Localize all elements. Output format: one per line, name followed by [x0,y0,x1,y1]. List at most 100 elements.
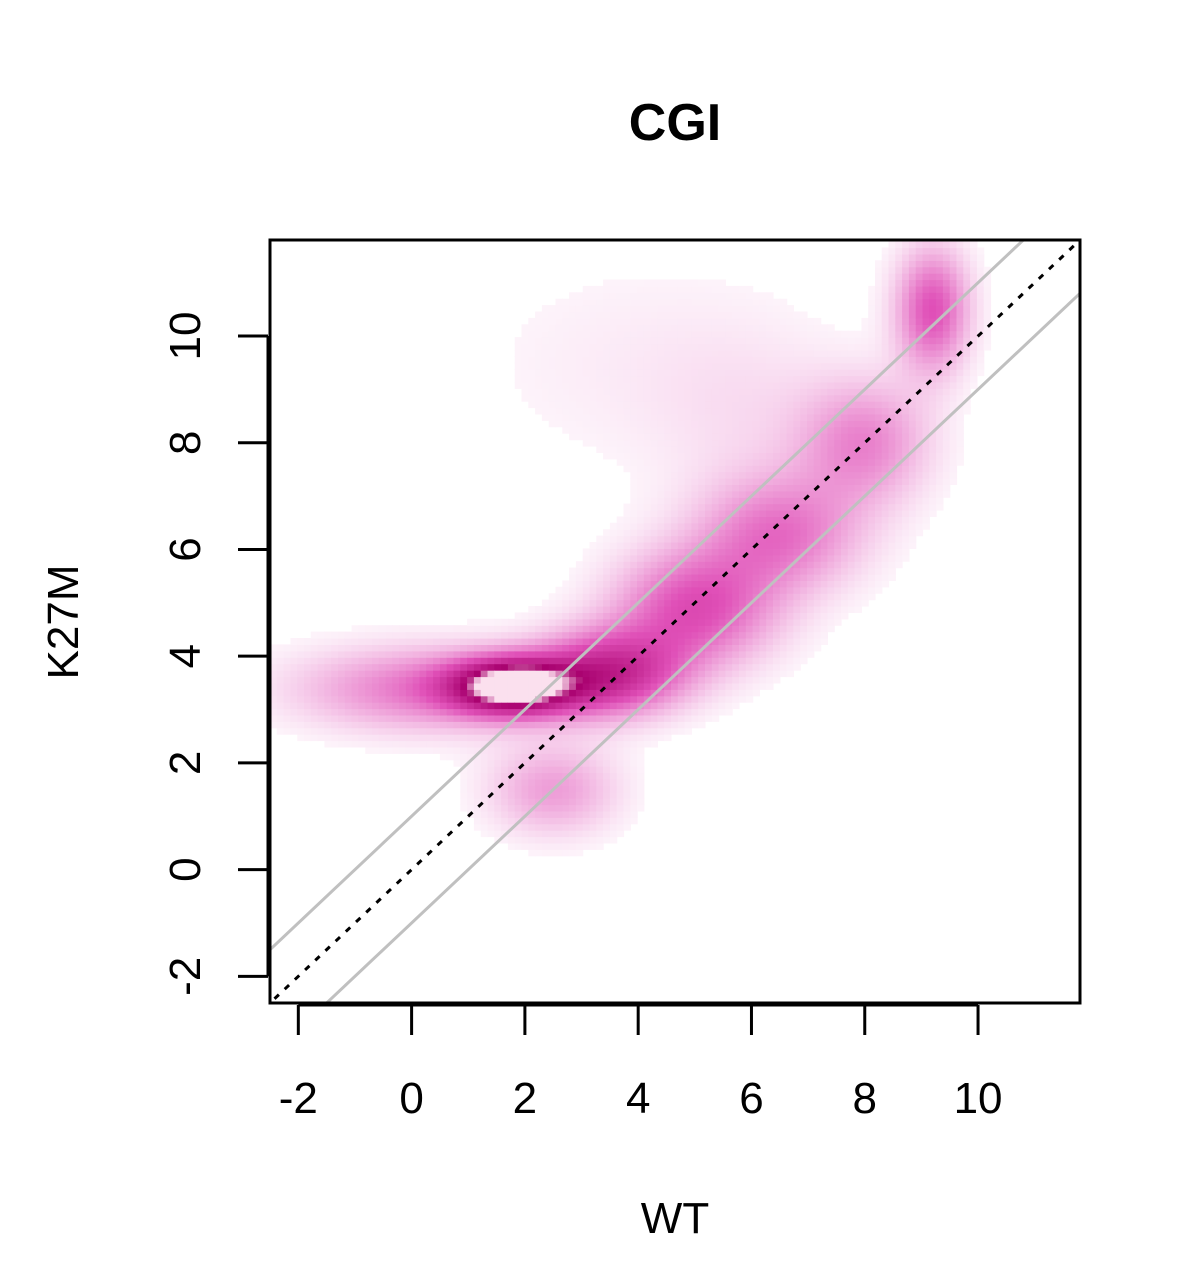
density-cell [562,580,570,588]
density-cell [657,292,665,300]
density-cell [569,362,577,370]
density-cell [766,317,774,325]
density-cell [630,446,638,453]
density-cell [589,349,597,357]
density-cell [609,746,618,754]
density-cell [514,356,523,364]
density-cell [569,810,577,818]
density-cell [732,407,740,415]
density-cell [881,446,890,453]
density-cell [338,702,346,710]
density-cell [562,625,570,633]
density-cell [691,298,699,306]
density-cell [759,580,767,588]
density-cell [589,426,597,434]
density-cell [535,817,543,825]
density-cell [548,420,557,428]
density-cell [970,324,978,332]
density-cell [643,567,652,575]
density-cell [820,375,828,383]
density-cell [671,337,679,345]
density-cell [575,599,584,607]
density-cell [637,631,645,639]
density-cell [983,292,992,300]
density-cell [589,317,597,325]
density-cell [691,401,699,409]
density-cell [501,785,509,793]
density-cell [582,721,591,729]
density-cell [976,273,985,281]
density-cell [358,702,366,710]
density-cell [698,567,706,575]
density-cell [793,644,801,652]
density-cell [623,721,631,729]
density-cell [664,362,672,370]
density-cell [684,625,692,633]
density-cell [575,753,584,761]
density-cell [589,663,597,671]
density-cell [616,369,625,377]
density-cell [589,362,597,370]
density-cell [657,612,665,620]
density-cell [419,714,427,722]
density-cell [514,823,523,831]
density-cell [691,535,699,543]
density-cell [338,740,346,748]
density-cell [773,670,781,678]
density-cell [759,548,767,556]
density-cell [528,663,536,671]
density-cell [433,689,441,697]
density-cell [861,439,869,447]
density-cell [589,798,597,806]
density-cell [705,612,713,620]
density-cell [562,593,570,601]
density-cell [603,542,611,549]
density-cell [942,292,951,300]
density-cell [718,529,726,537]
density-cell [902,420,910,428]
density-cell [739,529,747,537]
density-cell [575,682,584,690]
density-cell [684,343,692,351]
density-cell [623,753,631,761]
density-cell [807,439,815,447]
density-cell [535,401,543,409]
density-cell [813,561,822,569]
density-cell [936,490,944,498]
density-cell [637,580,645,588]
density-cell [793,497,801,505]
density-cell [548,766,557,774]
density-cell [507,631,516,639]
density-cell [616,574,625,581]
density-cell [854,484,862,492]
density-cell [847,446,856,453]
density-cell [861,413,869,421]
density-cell [854,478,862,485]
density-cell [501,695,509,703]
density-cell [433,695,441,703]
density-cell [480,759,489,767]
density-cell [331,631,339,639]
density-cell [399,663,407,671]
density-cell [875,356,883,364]
density-cell [677,510,686,517]
density-cell [718,369,726,377]
density-cell [609,362,618,370]
density-cell [779,625,788,633]
density-cell [541,362,550,370]
density-cell [922,247,930,255]
density-cell [922,439,930,447]
density-cell [310,657,319,665]
density-cell [657,554,665,562]
density-cell [507,676,516,684]
density-cell [820,478,828,485]
density-cell [664,305,672,313]
density-cell [875,497,883,505]
density-cell [344,682,353,690]
density-cell [786,330,794,338]
density-cell [548,375,557,383]
density-cell [562,663,570,671]
density-cell [732,586,740,594]
density-cell [637,401,645,409]
density-cell [528,375,536,383]
